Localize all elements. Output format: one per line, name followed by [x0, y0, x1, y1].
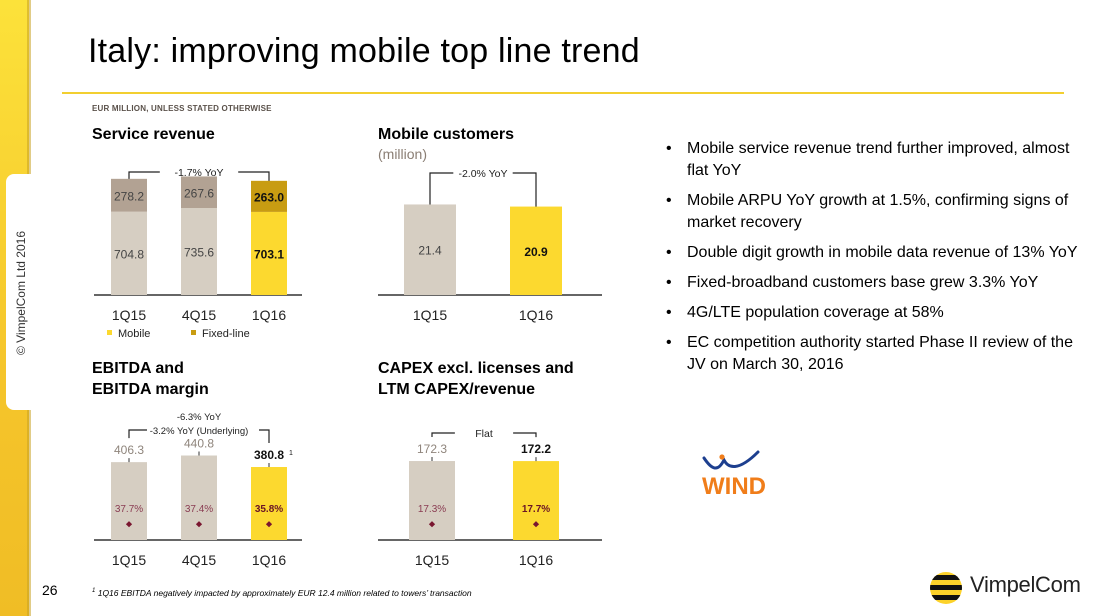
- footnote-marker: 1: [92, 588, 96, 595]
- mobile_customers-bracket-left: [429, 172, 454, 205]
- service_revenue-bracket-left: [128, 171, 160, 179]
- slide-title: Italy: improving mobile top line trend: [88, 32, 640, 70]
- capex-bracket-right: [513, 432, 537, 438]
- service_revenue-bar-label-fixed-line: 267.6: [184, 186, 214, 200]
- mobile_customers-x-tick-label: 1Q16: [519, 307, 553, 323]
- capex-bar-value-label: 172.2: [521, 442, 551, 456]
- key-highlights-list: Mobile service revenue trend further imp…: [666, 138, 1086, 384]
- ebitda-x-tick-label: 4Q15: [182, 552, 216, 568]
- service_revenue-bar-mobile: [111, 211, 147, 295]
- service-revenue-title: Service revenue: [92, 126, 215, 143]
- mobile-customers-title: Mobile customers: [378, 126, 515, 143]
- service_revenue-legend-swatch-fixed-line: [191, 330, 196, 335]
- capex-x-tick-label: 1Q15: [415, 552, 449, 568]
- ebitda-bar: [111, 462, 147, 540]
- ebitda-bar: [181, 455, 217, 540]
- copyright-tab: [6, 174, 34, 410]
- footnote-text: 1Q16 EBITDA negatively impacted by appro…: [97, 588, 472, 598]
- service_revenue-x-tick-label: 1Q15: [112, 307, 146, 323]
- wind-logo-wordmark: WIND: [702, 473, 766, 498]
- vimpelcom-wordmark: VimpelCom: [970, 572, 1081, 597]
- mobile-customers-subtitle: (million): [378, 146, 427, 162]
- page-number: 26: [42, 582, 58, 598]
- capex-annotation: Flat: [475, 428, 493, 440]
- service_revenue-bar-mobile: [251, 211, 287, 295]
- service_revenue-legend-swatch-mobile: [107, 330, 112, 335]
- ebitda-bar-value-label: 406.3: [114, 443, 144, 457]
- service_revenue-bar-fixed-line: [251, 180, 287, 212]
- wind-logo: WIND: [702, 450, 766, 498]
- capex-bar-value-label: 172.3: [417, 442, 447, 456]
- ebitda-annotation-line-1: -6.3% YoY: [177, 412, 222, 423]
- service_revenue-bar-label-mobile: 735.6: [184, 246, 214, 260]
- vimpelcom-logo: [930, 572, 962, 604]
- bullet-item: Mobile ARPU YoY growth at 1.5%, confirmi…: [666, 190, 1086, 234]
- ebitda-bar-value-label: 440.8: [184, 437, 214, 451]
- vimpelcom-ball-icon: [930, 572, 962, 604]
- footnote: 1 1Q16 EBITDA negatively impacted by app…: [92, 588, 472, 598]
- mobile_customers-bar-label: 21.4: [418, 244, 442, 258]
- capex-title: CAPEX excl. licenses and LTM CAPEX/reven…: [378, 358, 574, 400]
- capex-bar: [513, 461, 559, 540]
- ebitda-x-tick-label: 1Q15: [112, 552, 146, 568]
- capex-margin-label: 17.7%: [522, 504, 550, 515]
- service_revenue-bar-fixed-line: [111, 178, 147, 212]
- capex-bar: [409, 461, 455, 540]
- bullet-item: Mobile service revenue trend further imp…: [666, 138, 1086, 182]
- ebitda-margin-marker: [265, 521, 273, 528]
- capex-margin-label: 17.3%: [418, 504, 446, 515]
- ebitda-x-tick-label: 1Q16: [252, 552, 286, 568]
- service_revenue-bar-label-mobile: 703.1: [254, 247, 284, 261]
- bullet-item: 4G/LTE population coverage at 58%: [666, 302, 1086, 324]
- ebitda-margin-label: 37.4%: [185, 504, 213, 515]
- capex-title-line-1: CAPEX excl. licenses and: [378, 360, 574, 377]
- ebitda-bracket-left: [128, 429, 147, 439]
- title-divider: [62, 92, 1064, 94]
- capex-margin-marker: [532, 521, 540, 528]
- ebitda-annotation-line-2: -3.2% YoY (Underlying): [150, 426, 249, 437]
- mobile_customers-x-tick-label: 1Q15: [413, 307, 447, 323]
- service_revenue-bar-mobile: [181, 208, 217, 295]
- units-note: EUR MILLION, UNLESS STATED OTHERWISE: [92, 104, 272, 113]
- service_revenue-legend-label-mobile: Mobile: [118, 328, 150, 340]
- bullet-item: Fixed-broadband customers base grew 3.3%…: [666, 272, 1086, 294]
- mobile_customers-bar-label: 20.9: [524, 245, 548, 259]
- bullet-item: Double digit growth in mobile data reven…: [666, 242, 1086, 264]
- ebitda-bar-value-label: 380.8: [254, 448, 284, 462]
- mobile_customers-bar: [510, 206, 562, 295]
- ebitda-title-line-2: EBITDA margin: [92, 381, 209, 398]
- service_revenue-bar-label-fixed-line: 278.2: [114, 189, 144, 203]
- capex-margin-marker: [428, 521, 436, 528]
- bullet-item: EC competition authority started Phase I…: [666, 332, 1086, 376]
- service_revenue-x-tick-label: 4Q15: [182, 307, 216, 323]
- mobile_customers-annotation: -2.0% YoY: [458, 168, 507, 180]
- capex-bracket-left: [431, 432, 455, 438]
- ebitda-value-footnote-marker: 1: [289, 450, 293, 457]
- service_revenue-bar-label-mobile: 704.8: [114, 247, 144, 261]
- ebitda-bar: [251, 467, 287, 540]
- capex-title-line-2: LTM CAPEX/revenue: [378, 381, 536, 398]
- mobile_customers-bracket-right: [512, 172, 537, 207]
- service_revenue-bracket-right: [238, 171, 270, 181]
- ebitda-bracket-right: [259, 429, 270, 444]
- ebitda-title-line-1: EBITDA and: [92, 360, 184, 377]
- service_revenue-legend-label-fixed-line: Fixed-line: [202, 328, 250, 340]
- wind-logo-swoosh-icon: [702, 450, 760, 470]
- ebitda-margin-label: 37.7%: [115, 504, 143, 515]
- service_revenue-bar-fixed-line: [181, 176, 217, 209]
- ebitda-title: EBITDA and EBITDA margin: [92, 358, 209, 400]
- ebitda-margin-label: 35.8%: [255, 504, 283, 515]
- capex-x-tick-label: 1Q16: [519, 552, 553, 568]
- service_revenue-annotation: -1.7% YoY: [174, 167, 223, 179]
- service_revenue-bar-label-fixed-line: 263.0: [254, 190, 284, 204]
- wind-logo-dot-icon: [719, 454, 725, 460]
- mobile_customers-bar: [404, 204, 456, 295]
- service_revenue-x-tick-label: 1Q16: [252, 307, 286, 323]
